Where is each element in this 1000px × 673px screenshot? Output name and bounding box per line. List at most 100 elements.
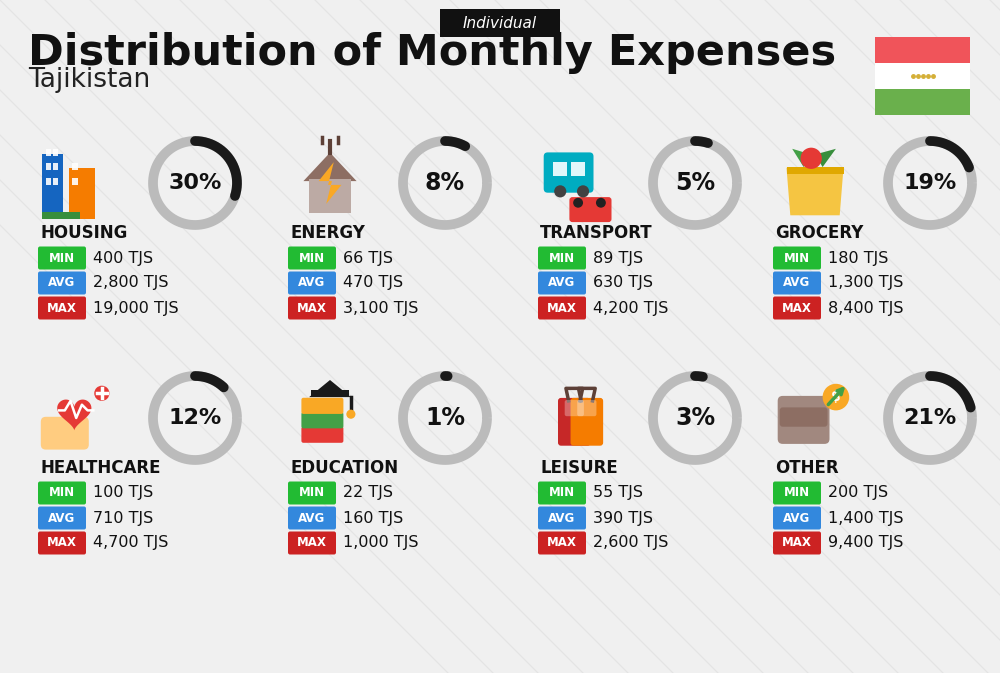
Text: 1,400 TJS: 1,400 TJS: [828, 511, 904, 526]
Bar: [53, 178, 58, 185]
Text: $: $: [831, 390, 841, 404]
FancyBboxPatch shape: [544, 152, 594, 192]
FancyBboxPatch shape: [538, 271, 586, 295]
Text: Tajikistan: Tajikistan: [28, 67, 150, 93]
Text: 160 TJS: 160 TJS: [343, 511, 403, 526]
FancyBboxPatch shape: [538, 297, 586, 320]
FancyBboxPatch shape: [773, 481, 821, 505]
Polygon shape: [319, 162, 341, 204]
Text: 630 TJS: 630 TJS: [593, 275, 653, 291]
Bar: [46, 178, 51, 185]
Polygon shape: [815, 149, 836, 167]
Text: 5%: 5%: [675, 171, 715, 195]
Bar: [72, 178, 78, 185]
Text: MIN: MIN: [549, 487, 575, 499]
Text: AVG: AVG: [783, 277, 811, 289]
Text: 2,600 TJS: 2,600 TJS: [593, 536, 668, 551]
FancyBboxPatch shape: [38, 246, 86, 269]
Text: LEISURE: LEISURE: [540, 459, 618, 477]
Text: HEALTHCARE: HEALTHCARE: [40, 459, 160, 477]
Polygon shape: [309, 380, 351, 397]
Bar: [311, 390, 349, 397]
Circle shape: [573, 198, 583, 208]
FancyBboxPatch shape: [301, 398, 343, 414]
Polygon shape: [57, 400, 91, 431]
Bar: [72, 163, 78, 170]
Circle shape: [94, 386, 109, 401]
Text: AVG: AVG: [298, 511, 326, 524]
FancyBboxPatch shape: [38, 271, 86, 295]
Text: 1,000 TJS: 1,000 TJS: [343, 536, 418, 551]
FancyBboxPatch shape: [565, 400, 584, 416]
FancyBboxPatch shape: [38, 507, 86, 530]
Text: 470 TJS: 470 TJS: [343, 275, 403, 291]
Circle shape: [346, 410, 355, 419]
Text: 710 TJS: 710 TJS: [93, 511, 153, 526]
Text: 9,400 TJS: 9,400 TJS: [828, 536, 903, 551]
FancyBboxPatch shape: [288, 507, 336, 530]
Text: GROCERY: GROCERY: [775, 224, 863, 242]
Text: 2,800 TJS: 2,800 TJS: [93, 275, 168, 291]
FancyBboxPatch shape: [780, 407, 828, 427]
FancyBboxPatch shape: [38, 297, 86, 320]
Text: 12%: 12%: [168, 408, 222, 428]
Circle shape: [554, 185, 566, 197]
Text: 400 TJS: 400 TJS: [93, 250, 153, 266]
Text: HOUSING: HOUSING: [40, 224, 127, 242]
Bar: [42, 154, 63, 219]
FancyBboxPatch shape: [773, 297, 821, 320]
Text: ENERGY: ENERGY: [290, 224, 365, 242]
Text: MIN: MIN: [549, 252, 575, 264]
Text: 1%: 1%: [425, 406, 465, 430]
FancyBboxPatch shape: [538, 246, 586, 269]
Bar: [875, 63, 970, 89]
Bar: [875, 89, 970, 115]
Text: 390 TJS: 390 TJS: [593, 511, 653, 526]
Text: AVG: AVG: [548, 511, 576, 524]
Bar: [786, 167, 844, 174]
Text: OTHER: OTHER: [775, 459, 839, 477]
FancyBboxPatch shape: [558, 398, 591, 446]
Polygon shape: [792, 149, 811, 167]
Text: 22 TJS: 22 TJS: [343, 485, 393, 501]
Bar: [46, 163, 51, 170]
Text: 1,300 TJS: 1,300 TJS: [828, 275, 903, 291]
FancyBboxPatch shape: [288, 271, 336, 295]
Text: 55 TJS: 55 TJS: [593, 485, 643, 501]
Text: Distribution of Monthly Expenses: Distribution of Monthly Expenses: [28, 32, 836, 74]
Text: 8,400 TJS: 8,400 TJS: [828, 301, 904, 316]
Text: EDUCATION: EDUCATION: [290, 459, 398, 477]
Text: AVG: AVG: [48, 277, 76, 289]
Polygon shape: [786, 168, 844, 215]
Circle shape: [577, 185, 589, 197]
FancyBboxPatch shape: [440, 9, 560, 37]
Polygon shape: [303, 153, 357, 181]
Text: 66 TJS: 66 TJS: [343, 250, 393, 266]
Text: TRANSPORT: TRANSPORT: [540, 224, 653, 242]
FancyBboxPatch shape: [38, 532, 86, 555]
FancyBboxPatch shape: [538, 507, 586, 530]
Text: MAX: MAX: [297, 302, 327, 314]
FancyBboxPatch shape: [773, 246, 821, 269]
Text: MIN: MIN: [299, 252, 325, 264]
Bar: [309, 179, 351, 213]
Text: 21%: 21%: [903, 408, 957, 428]
Text: MIN: MIN: [784, 252, 810, 264]
Text: MIN: MIN: [784, 487, 810, 499]
FancyBboxPatch shape: [773, 507, 821, 530]
Text: 30%: 30%: [168, 173, 222, 193]
Text: Individual: Individual: [463, 15, 537, 30]
Bar: [553, 162, 567, 176]
Bar: [53, 163, 58, 170]
FancyBboxPatch shape: [38, 481, 86, 505]
FancyBboxPatch shape: [778, 396, 830, 444]
FancyBboxPatch shape: [773, 532, 821, 555]
Text: 19%: 19%: [903, 173, 957, 193]
Text: MAX: MAX: [47, 536, 77, 549]
FancyBboxPatch shape: [288, 246, 336, 269]
Circle shape: [801, 147, 822, 169]
Bar: [875, 37, 970, 63]
Bar: [69, 168, 95, 219]
FancyBboxPatch shape: [538, 532, 586, 555]
Text: MAX: MAX: [547, 536, 577, 549]
